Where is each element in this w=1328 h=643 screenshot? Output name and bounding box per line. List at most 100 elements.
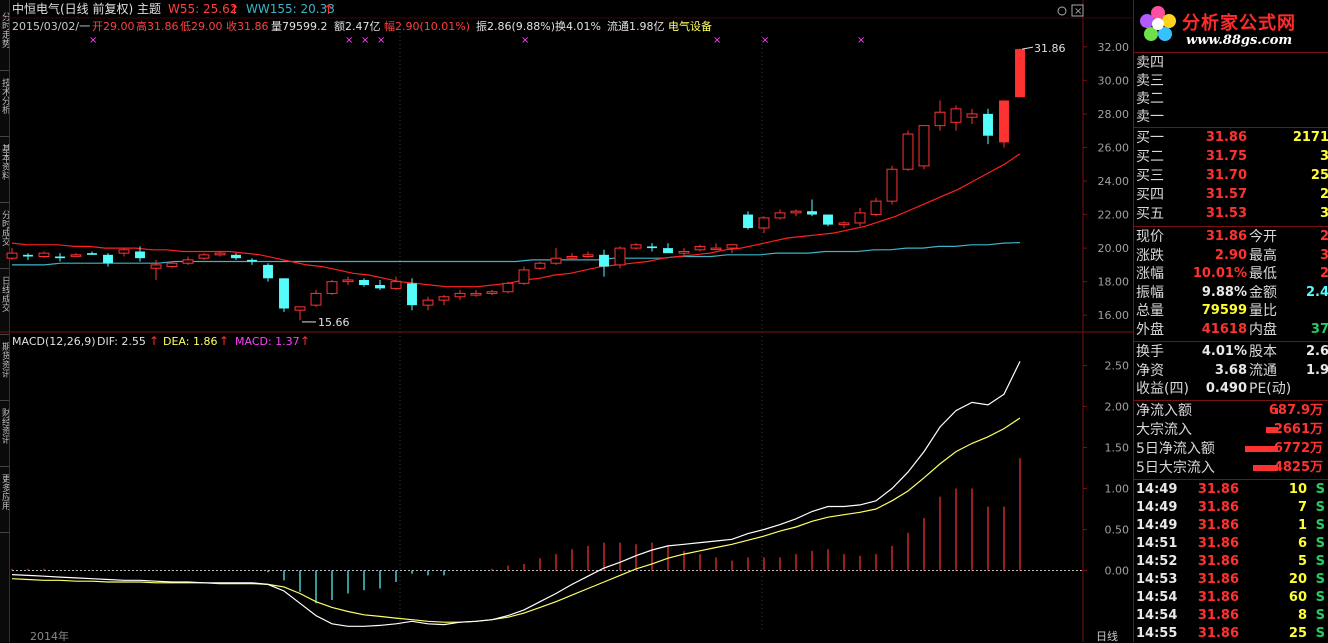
quote-v2-5: 37 <box>1310 321 1328 337</box>
tick-time-1: 14:49 <box>1136 500 1178 515</box>
side-tab-5[interactable]: 期货资讯 <box>0 342 9 401</box>
flow-bar-1 <box>1266 427 1278 433</box>
tick-time-6: 14:54 <box>1136 590 1178 605</box>
panel-sep-0 <box>1134 52 1328 53</box>
panel-sep-1 <box>1134 127 1328 128</box>
candle-body-53 <box>854 212 866 224</box>
candle-body-6 <box>103 254 113 264</box>
side-tab-1[interactable]: 技术分析 <box>0 78 9 137</box>
candle-body-56 <box>902 133 914 170</box>
sell-label-3: 卖一 <box>1136 109 1164 125</box>
signal-marker-4: × <box>521 35 529 46</box>
tick-side-5: S <box>1315 572 1325 587</box>
tick-vol-2: 1 <box>1297 518 1307 533</box>
candle-body-58 <box>934 111 946 127</box>
quote-l1-1: 涨跌 <box>1136 247 1164 264</box>
tick-row-3: 14:51 31.86 6 S <box>1134 535 1328 553</box>
fund-l1-0: 换手 <box>1136 344 1164 360</box>
tick-row-1: 14:49 31.86 7 S <box>1134 499 1328 517</box>
candle-body-27 <box>438 296 450 301</box>
tick-row-6: 14:54 31.86 60 S <box>1134 589 1328 607</box>
sell-row-1: 卖三 <box>1134 72 1328 90</box>
price-tick-label-4: 24.00 <box>1098 175 1130 188</box>
tick-vol-4: 5 <box>1297 554 1307 569</box>
low-mark-label: 15.66 <box>318 316 350 329</box>
tick-price-3: 31.86 <box>1197 536 1239 551</box>
buy-vol-1: 3 <box>1319 149 1328 164</box>
tick-time-3: 14:51 <box>1136 536 1178 551</box>
tick-price-8: 31.86 <box>1197 626 1239 641</box>
fund-l1-2: 收益(四) <box>1136 381 1189 397</box>
fund-v2-0: 2.6 <box>1305 344 1328 359</box>
side-tab-2[interactable]: 基本资料 <box>0 144 9 203</box>
flow-label-0: 净流入额 <box>1136 403 1192 419</box>
tick-side-3: S <box>1315 536 1325 551</box>
fund-row-0: 换手 4.01% 股本 2.6 <box>1134 343 1328 361</box>
info-6: 额2.47亿 <box>334 20 381 33</box>
buy-price-0: 31.86 <box>1205 130 1247 145</box>
quote-l2-0: 今开 <box>1249 229 1277 245</box>
tick-vol-8: 25 <box>1288 626 1307 641</box>
close-box-icon <box>1071 4 1084 17</box>
price-tick-label-1: 30.00 <box>1098 74 1130 87</box>
high-mark-arrow <box>1021 46 1034 50</box>
tick-price-1: 31.86 <box>1197 500 1239 515</box>
logo: 分析家公式网 www.88gs.com <box>1134 0 1328 52</box>
quote-l1-2: 涨幅 <box>1136 266 1164 282</box>
macd-name: MACD(12,26,9) <box>12 335 96 348</box>
logo-text: 分析家公式网 <box>1182 13 1296 34</box>
candle-body-47 <box>758 217 770 229</box>
sell-label-2: 卖二 <box>1136 91 1164 107</box>
signal-marker-3: × <box>377 35 385 46</box>
quote-v1-1: 2.90 <box>1214 247 1247 263</box>
header-w55: W55: 25.62 <box>168 2 237 16</box>
candle-body-8 <box>135 251 145 259</box>
side-tab-7[interactable]: 更多应用 <box>0 474 9 533</box>
macd-tick-label-4: 0.50 <box>1105 524 1130 537</box>
flow-row-3: 5日大宗流入 4825万 <box>1134 459 1328 477</box>
side-tab-6[interactable]: 财经资讯 <box>0 408 9 467</box>
candle-body-5 <box>87 253 97 255</box>
sell-row-2: 卖二 <box>1134 90 1328 108</box>
tick-side-2: S <box>1315 518 1325 533</box>
side-tab-3[interactable]: 分时成交 <box>0 210 9 269</box>
flow-label-3: 5日大宗流入 <box>1136 460 1215 476</box>
ww155-up-arrow-icon: ↑ <box>323 3 334 18</box>
buy-price-2: 31.70 <box>1205 168 1247 183</box>
info-10: 流通1.98亿 <box>607 19 665 33</box>
info-9: 换4.01% <box>555 19 601 33</box>
flow-row-0: 净流入额 687.9万 <box>1134 402 1328 420</box>
macd-dif-label: DIF: 2.55 <box>97 335 146 348</box>
candle-body-55 <box>886 168 898 202</box>
side-tab-4[interactable]: 日线成交 <box>0 276 9 335</box>
candle-body-24 <box>390 281 402 289</box>
candle-body-29 <box>470 292 482 296</box>
sell-row-0: 卖四 <box>1134 54 1328 72</box>
macd-up-arrow-icon: ↑ <box>300 334 310 348</box>
candle-body-43 <box>694 245 706 251</box>
candle-body-44 <box>710 247 722 251</box>
panel-sep-5 <box>1134 479 1328 480</box>
candle-body-4 <box>70 254 82 257</box>
quote-row-2: 涨幅 10.01% 最低 2 <box>1134 265 1328 283</box>
signal-marker-7: × <box>857 35 865 46</box>
candle-body-51 <box>823 214 833 225</box>
candle-body-20 <box>326 281 338 294</box>
candle-body-59 <box>950 108 962 123</box>
info-3: 低29.00 <box>180 20 223 33</box>
quote-l2-4: 量比 <box>1249 303 1277 319</box>
candle-body-16 <box>263 264 273 279</box>
macd-tick-label-3: 1.00 <box>1105 483 1130 496</box>
quote-v2-3: 2.4 <box>1305 284 1328 300</box>
dif-line <box>11 361 1021 627</box>
tick-time-0: 14:49 <box>1136 482 1178 497</box>
buy-row-4: 买五 31.53 3 <box>1134 205 1328 223</box>
quote-row-1: 涨跌 2.90 最高 3 <box>1134 247 1328 265</box>
ma-w55-line <box>11 153 1021 288</box>
flower-logo-icon <box>1140 6 1176 41</box>
buy-price-3: 31.57 <box>1205 187 1247 202</box>
info-0: 2015/03/02/一 <box>12 20 90 33</box>
side-tab-0[interactable]: 分时走势 <box>0 12 9 71</box>
tick-row-8: 14:55 31.86 25 S <box>1134 625 1328 643</box>
fund-v1-0: 4.01% <box>1201 344 1247 359</box>
